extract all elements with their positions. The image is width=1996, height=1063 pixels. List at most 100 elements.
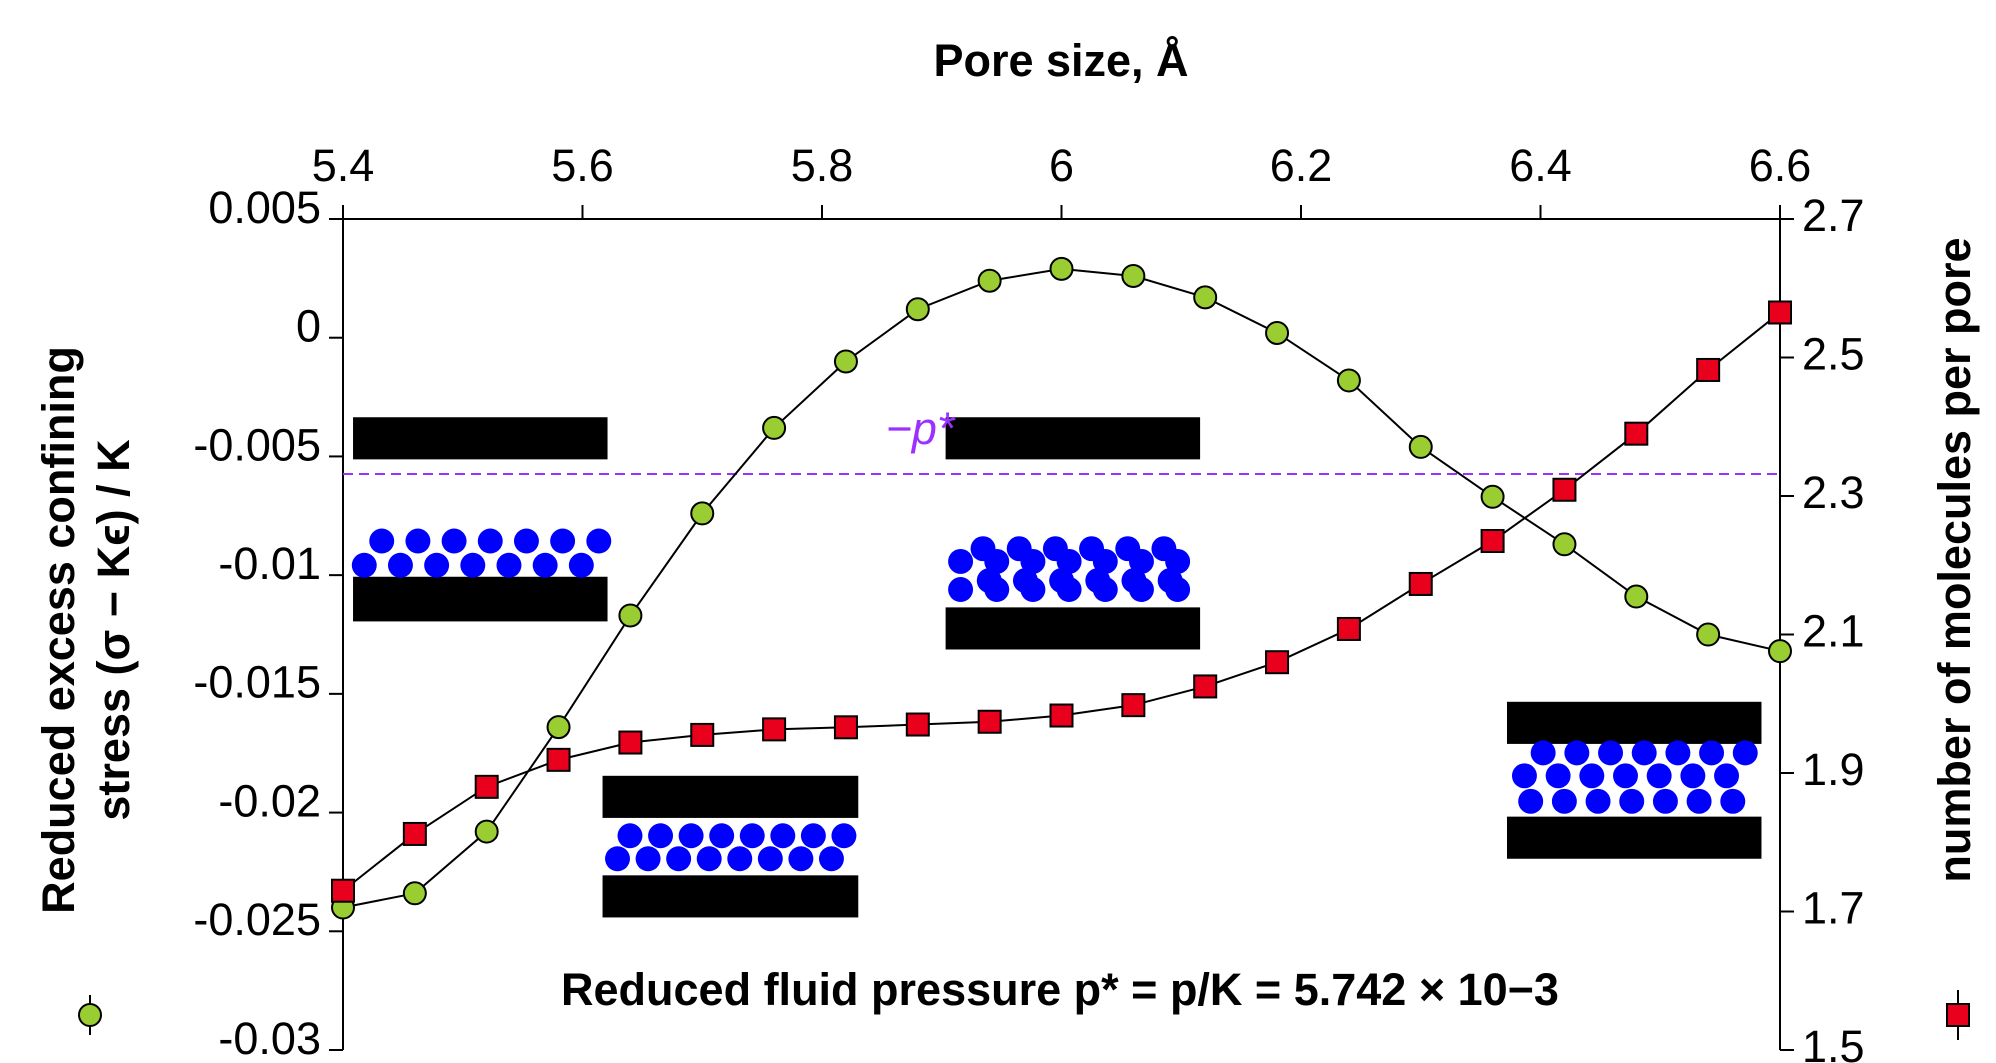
reference-label: −p* bbox=[886, 403, 956, 454]
molecule bbox=[1157, 568, 1183, 594]
molecule bbox=[678, 823, 704, 849]
molecule bbox=[1511, 763, 1537, 789]
molecule bbox=[648, 823, 674, 849]
y2-tick-label: 2.5 bbox=[1802, 328, 1865, 379]
marker-square bbox=[1552, 477, 1577, 502]
molecule bbox=[1012, 568, 1038, 594]
molecule bbox=[1518, 788, 1544, 814]
x-tick-label: 6.4 bbox=[1509, 140, 1572, 191]
wall bbox=[1506, 701, 1762, 744]
pore-insets bbox=[351, 417, 1762, 918]
molecule bbox=[770, 823, 796, 849]
molecule bbox=[477, 528, 503, 554]
y2-tick-label: 2.1 bbox=[1802, 605, 1865, 656]
y2-tick-label: 2.3 bbox=[1802, 467, 1865, 518]
marker-square bbox=[618, 730, 643, 755]
molecule bbox=[441, 528, 467, 554]
marker-circle bbox=[402, 881, 427, 906]
marker-circle bbox=[905, 297, 930, 322]
molecule bbox=[1545, 763, 1571, 789]
chart-title: Pore size, Å bbox=[933, 35, 1188, 86]
y-tick-label: 0.005 bbox=[208, 182, 321, 233]
wall bbox=[353, 417, 608, 460]
molecule bbox=[788, 846, 814, 872]
legend-key-right bbox=[1946, 990, 1970, 1040]
marker-square bbox=[762, 717, 787, 742]
molecule bbox=[1020, 548, 1046, 574]
molecule bbox=[948, 548, 974, 574]
marker-square bbox=[1696, 357, 1721, 382]
marker-square bbox=[1624, 421, 1649, 446]
molecule bbox=[800, 823, 826, 849]
molecule bbox=[1720, 788, 1746, 814]
molecule bbox=[605, 846, 630, 872]
marker-circle bbox=[1265, 320, 1290, 345]
molecule bbox=[617, 823, 643, 849]
molecule bbox=[1665, 740, 1691, 766]
y-tick-label: -0.005 bbox=[193, 419, 321, 470]
wall bbox=[602, 875, 859, 918]
molecule bbox=[948, 577, 974, 602]
marker-square bbox=[1049, 703, 1074, 728]
molecule bbox=[1598, 740, 1623, 766]
marker-circle bbox=[690, 501, 715, 526]
marker-square bbox=[1480, 529, 1505, 554]
y-axis-label: stress (σ − Kϵ) / K bbox=[88, 439, 139, 821]
marker-circle bbox=[1696, 622, 1721, 647]
molecule bbox=[739, 823, 765, 849]
marker-square bbox=[690, 722, 715, 747]
marker-square bbox=[833, 715, 858, 740]
y-tick-label: -0.01 bbox=[218, 538, 321, 589]
marker-square bbox=[977, 709, 1002, 734]
marker-square bbox=[1193, 674, 1218, 699]
y-tick-label: -0.015 bbox=[193, 657, 321, 708]
x-tick-label: 5.4 bbox=[312, 140, 375, 191]
marker-square bbox=[546, 747, 571, 772]
marker-square bbox=[474, 774, 499, 799]
molecule bbox=[1613, 763, 1638, 789]
molecule bbox=[1714, 763, 1740, 789]
marker-circle bbox=[1768, 639, 1792, 664]
marker-circle bbox=[833, 349, 858, 374]
molecule bbox=[387, 552, 413, 578]
marker-square bbox=[1336, 616, 1361, 641]
molecule bbox=[1732, 740, 1758, 766]
molecule bbox=[831, 823, 857, 849]
wall bbox=[945, 607, 1201, 650]
molecule bbox=[1056, 548, 1082, 574]
molecule bbox=[460, 552, 486, 578]
y2-axis-label: number of molecules per pore bbox=[1929, 237, 1980, 882]
molecule bbox=[405, 528, 431, 554]
molecule bbox=[696, 846, 722, 872]
molecule bbox=[532, 552, 558, 578]
marker-circle bbox=[1121, 263, 1146, 288]
molecule bbox=[1631, 740, 1657, 766]
molecule bbox=[513, 528, 539, 554]
molecule bbox=[568, 552, 594, 578]
marker-circle bbox=[1408, 434, 1433, 459]
y2-tick-label: 1.7 bbox=[1802, 882, 1865, 933]
molecule bbox=[1530, 740, 1556, 766]
molecule bbox=[635, 846, 661, 872]
x-tick-label: 6.2 bbox=[1270, 140, 1333, 191]
molecule bbox=[666, 846, 692, 872]
y-tick-label: -0.025 bbox=[193, 894, 321, 945]
marker-square bbox=[1121, 693, 1146, 718]
molecule bbox=[1092, 548, 1118, 574]
annotation: Reduced fluid pressure p* = p/K = 5.742 … bbox=[561, 964, 1559, 1015]
molecule bbox=[976, 568, 1002, 594]
marker-circle bbox=[474, 819, 499, 844]
x-tick-label: 5.8 bbox=[791, 140, 854, 191]
wall bbox=[353, 576, 608, 622]
y2-tick-label: 2.7 bbox=[1802, 190, 1865, 241]
marker-circle bbox=[977, 268, 1002, 293]
marker-circle bbox=[1552, 532, 1577, 557]
molecule bbox=[709, 823, 735, 849]
y-axis-label: Reduced excess confining bbox=[33, 346, 84, 914]
x-tick-label: 6 bbox=[1049, 140, 1074, 191]
molecule bbox=[1680, 763, 1706, 789]
marker-circle bbox=[1336, 368, 1361, 393]
y-tick-label: -0.03 bbox=[218, 1013, 321, 1063]
